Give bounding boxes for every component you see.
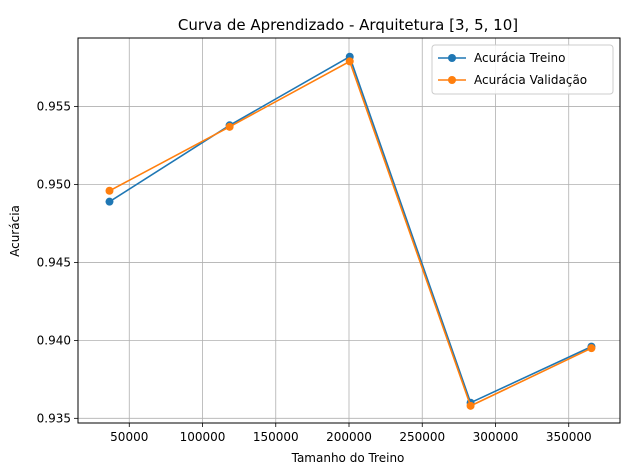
data-point-1-3 xyxy=(466,401,475,410)
x-axis-ticks: 50000 100000 150000 200000 250000 300000 35000… xyxy=(110,423,592,444)
data-point-0-0 xyxy=(105,197,114,206)
x-tick-label: 250000 xyxy=(399,430,445,444)
x-tick-label: 100000 xyxy=(180,430,226,444)
y-tick-label: 0.950 xyxy=(37,178,71,192)
y-axis-title: Acurácia xyxy=(8,205,22,257)
series-line-0 xyxy=(109,55,592,404)
data-point-1-2 xyxy=(345,57,354,66)
legend-label-1: Acurácia Validação xyxy=(474,73,587,87)
y-tick-label: 0.935 xyxy=(37,411,71,425)
series-layer xyxy=(105,52,596,410)
data-point-1-0 xyxy=(105,186,114,195)
series-line-1 xyxy=(109,60,592,408)
y-axis-ticks: 0.935 0.940 0.945 0.950 0.955 xyxy=(37,100,78,425)
legend-label-0: Acurácia Treino xyxy=(474,51,566,65)
x-tick-label: 200000 xyxy=(326,430,372,444)
y-tick-label: 0.940 xyxy=(37,333,71,347)
legend: Acurácia Treino Acurácia Validação xyxy=(431,44,614,95)
y-tick-label: 0.945 xyxy=(37,255,71,269)
grid-lines xyxy=(78,38,620,423)
x-tick-label: 300000 xyxy=(473,430,519,444)
y-tick-label: 0.955 xyxy=(37,100,71,114)
chart-title: Curva de Aprendizado - Arquitetura [3, 5… xyxy=(178,16,518,34)
x-tick-label: 350000 xyxy=(546,430,592,444)
legend-marker-0 xyxy=(448,54,456,62)
data-point-1-4 xyxy=(587,344,596,353)
x-axis-title: Tamanho do Treino xyxy=(291,451,405,465)
legend-box xyxy=(431,44,614,95)
data-point-1-1 xyxy=(225,122,234,131)
legend-marker-1 xyxy=(448,76,456,84)
x-tick-label: 150000 xyxy=(253,430,299,444)
x-tick-label: 50000 xyxy=(110,430,148,444)
